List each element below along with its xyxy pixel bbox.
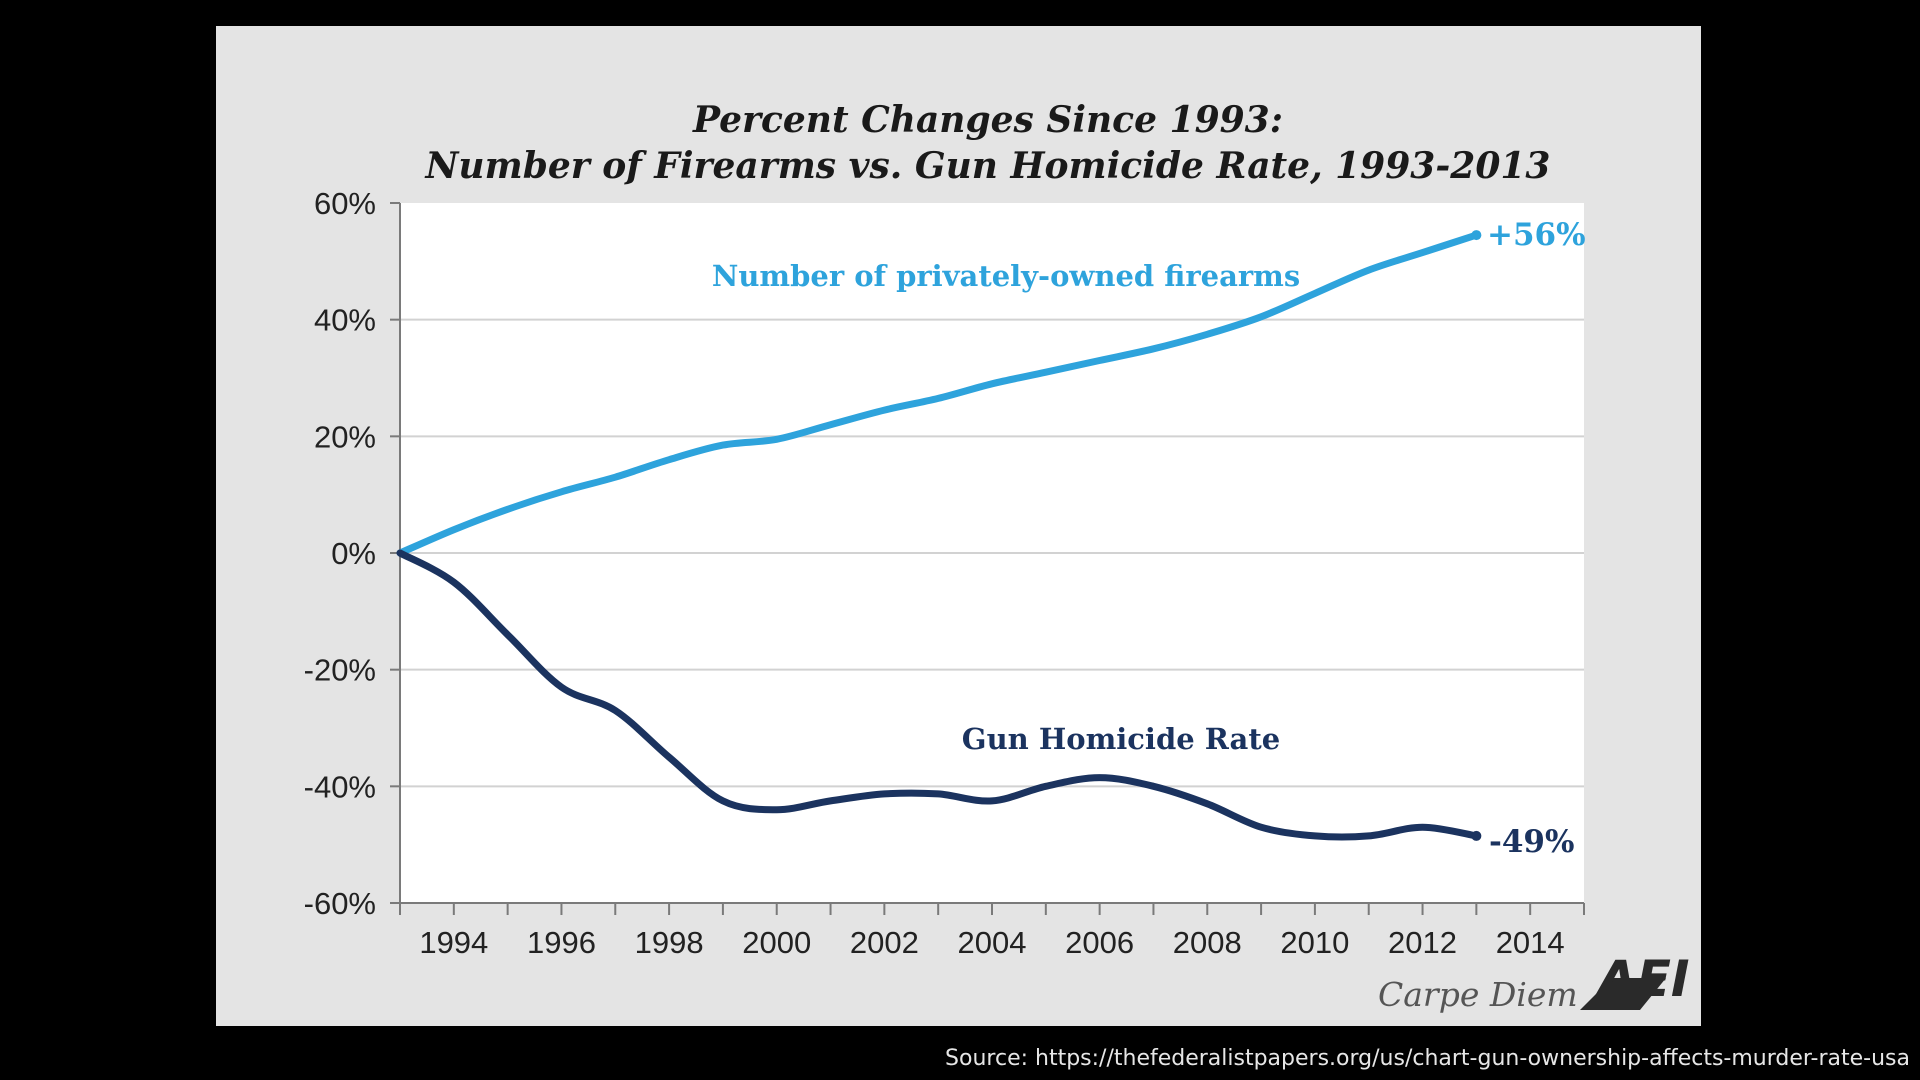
chart-subtitle: Number of Firearms vs. Gun Homicide Rate… xyxy=(425,145,1551,187)
aei-logo: AEI xyxy=(1580,950,1689,1010)
x-tick-label-2014: 2014 xyxy=(1496,925,1565,960)
chart-title: Percent Changes Since 1993: xyxy=(692,99,1283,141)
x-tick-label-2002: 2002 xyxy=(850,925,919,960)
series-lines xyxy=(396,230,1482,841)
axes: 60% 40% 20% 0% -20% -40% -60% 1994 1996 1998 2000 2… xyxy=(304,186,1585,960)
source-note: Source: https://thefederalistpapers.org/… xyxy=(945,1046,1910,1071)
x-tick-label-2006: 2006 xyxy=(1065,925,1134,960)
series-endpoint-firearms xyxy=(1471,230,1482,241)
carpe-diem-credit: Carpe Diem xyxy=(1378,975,1578,1014)
aei-logo-swoosh xyxy=(1580,978,1666,1010)
x-tick-label-2004: 2004 xyxy=(958,925,1027,960)
y-tick-label-3: 0% xyxy=(331,536,376,571)
series-line-homicide xyxy=(396,549,1480,841)
end-label-firearms: +56% xyxy=(1487,217,1586,253)
y-tick-label-2: 20% xyxy=(314,419,376,454)
x-tick-label-2008: 2008 xyxy=(1173,925,1242,960)
y-tick-label-1: 40% xyxy=(314,303,376,338)
y-tick-label-4: -20% xyxy=(304,653,376,688)
series-label-firearms: Number of privately-owned firearms xyxy=(712,259,1300,293)
aei-logo-text: AEI xyxy=(1594,950,1689,1008)
x-tick-label-1998: 1998 xyxy=(635,925,704,960)
end-label-homicide: -49% xyxy=(1489,824,1574,860)
y-tick-label-0: 60% xyxy=(314,186,376,221)
series-label-homicide: Gun Homicide Rate xyxy=(962,722,1280,756)
gridlines xyxy=(400,318,1584,788)
series-endpoint-homicide xyxy=(1471,830,1482,841)
x-tick-label-2000: 2000 xyxy=(742,925,811,960)
x-tick-label-1994: 1994 xyxy=(419,925,488,960)
x-tick-label-1996: 1996 xyxy=(527,925,596,960)
y-tick-label-6: -60% xyxy=(304,886,376,921)
x-tick-label-2010: 2010 xyxy=(1280,925,1349,960)
x-tick-label-2012: 2012 xyxy=(1388,925,1457,960)
series-line-firearms xyxy=(396,231,1480,557)
y-tick-label-5: -40% xyxy=(304,769,376,804)
